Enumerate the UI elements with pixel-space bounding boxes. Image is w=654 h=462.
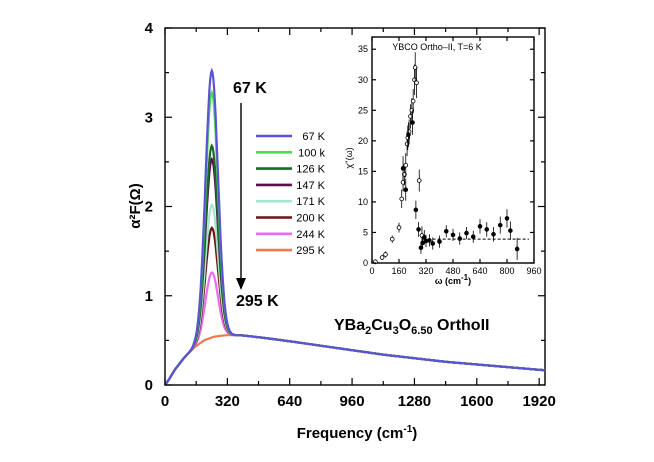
legend-label-244-k: 244 K (296, 229, 325, 241)
series-line-67-k (164, 67, 545, 386)
inset-filled-point (416, 227, 421, 232)
x-tick-label: 1600 (460, 393, 493, 410)
main-x-axis-label: Frequency (cm-1) (297, 424, 418, 442)
legend-label-200-k: 200 K (296, 213, 325, 225)
inset-x-tick-label: 160 (391, 266, 406, 276)
series-line-295-k (164, 333, 545, 386)
inset-filled-point (514, 246, 520, 252)
inset-y-tick-label: 15 (358, 166, 368, 176)
inset-open-point (410, 98, 416, 104)
y-tick-label: 2 (145, 199, 153, 216)
inset-filled-point (484, 227, 490, 232)
y-tick-label: 1 (145, 288, 153, 305)
legend-label-100-k: 100 k (298, 147, 325, 159)
inset-y-tick-label: 20 (358, 136, 368, 146)
inset-y-tick-label: 35 (358, 44, 368, 54)
inset-y-tick-label: 0 (363, 258, 368, 268)
inset-x-tick-label: 480 (445, 266, 460, 276)
inset-x-axis-label: ω (cm-1) (435, 273, 471, 286)
inset-filled-point (410, 120, 415, 125)
inset-filled-point (508, 228, 513, 233)
legend-label-171-k: 171 K (296, 196, 325, 208)
legend-label-67-k: 67 K (302, 131, 325, 143)
inset-x-tick-label: 800 (499, 266, 514, 276)
y-tick-label: 3 (145, 109, 153, 126)
main-y-axis-label: α²F(Ω) (127, 183, 144, 228)
x-tick-label: 640 (277, 393, 302, 410)
inset-filled-point (491, 231, 496, 237)
legend-label-126-k: 126 K (296, 164, 325, 176)
y-tick-label: 0 (145, 377, 153, 394)
inset-filled-point (470, 234, 476, 240)
x-tick-label: 1920 (522, 393, 555, 410)
temperature-arrowhead (236, 278, 246, 290)
x-tick-label: 0 (161, 393, 169, 410)
inset-filled-point (477, 224, 483, 229)
x-tick-label: 960 (340, 393, 365, 410)
inset-open-point (416, 178, 422, 183)
legend: 67 K 100 k 126 K 147 K 171 K 200 K 244 K 295 K (256, 131, 326, 257)
inset-open-point (403, 162, 409, 168)
inset-open-point (414, 80, 419, 86)
legend-label-295-k: 295 K (296, 245, 325, 257)
inset-filled-point (406, 132, 411, 138)
inset-filled-point (457, 236, 463, 241)
y-tick-label: 4 (145, 20, 154, 37)
inset-filled-point (403, 187, 409, 193)
inset-filled-point (437, 239, 442, 244)
inset-x-tick-label: 320 (418, 266, 433, 276)
inset-open-point (379, 255, 385, 260)
inset-filled-point (443, 228, 449, 234)
inset-open-point (389, 236, 395, 242)
inset-x-tick-label: 960 (526, 266, 541, 276)
series-line-100-k (164, 89, 545, 386)
inset-y-tick-label: 25 (358, 105, 368, 115)
compound-label: YBa2Cu3O6.50 OrthoII (334, 317, 489, 337)
inset-title: YBCO Ortho–II, T=6 K (392, 42, 482, 52)
inset-filled-point (464, 230, 469, 236)
inset-filled-point (497, 222, 503, 228)
inset-y-tick-label: 5 (363, 227, 368, 237)
inset-y-axis-label: χ''(ω) (344, 147, 354, 168)
inset-y-tick-label: 10 (358, 197, 368, 207)
inset-axis-ticks: 0 160 320 480 640 800 960 0 5 10 15 20 25 30 35 (358, 37, 542, 276)
inset-filled-point (430, 241, 436, 246)
legend-label-147-k: 147 K (296, 180, 325, 192)
x-tick-label: 320 (215, 393, 240, 410)
arrow-top-label: 67 K (233, 80, 267, 97)
inset-filled-point (504, 216, 510, 221)
inset-x-tick-label: 0 (369, 266, 374, 276)
arrow-bottom-label: 295 K (236, 293, 279, 310)
inset-filled-point (450, 232, 456, 238)
x-tick-label: 1280 (398, 393, 431, 410)
inset-filled-point (413, 207, 419, 213)
inset-open-point (383, 252, 388, 257)
main-plot-area (164, 67, 545, 386)
inset-filled-point (427, 238, 432, 243)
inset-open-point (396, 225, 402, 230)
inset-x-tick-label: 640 (472, 266, 487, 276)
inset-y-tick-label: 30 (358, 75, 368, 85)
inset-open-point (399, 196, 405, 202)
inset-filled-point (400, 166, 406, 171)
inset-plot-area (373, 52, 529, 265)
